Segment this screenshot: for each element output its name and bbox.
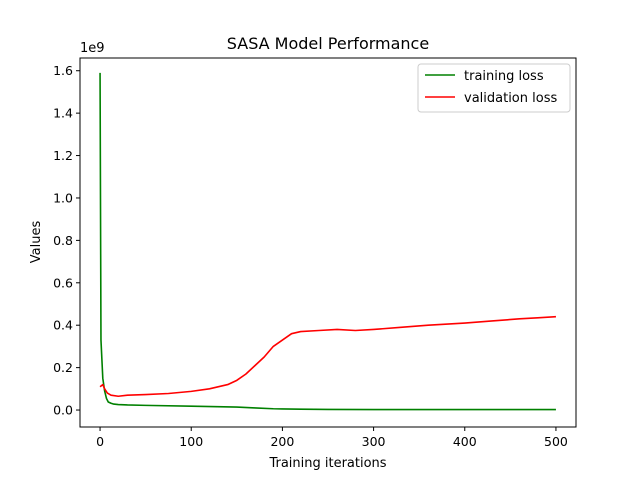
- y-tick-label: 0.6: [53, 275, 73, 290]
- y-scale-label: 1e9: [80, 41, 105, 56]
- y-tick-label: 1.6: [53, 63, 73, 78]
- y-tick-label: 1.4: [53, 106, 73, 121]
- y-tick-label: 0.4: [53, 318, 73, 333]
- x-tick-label: 100: [179, 434, 203, 449]
- legend-box: [417, 63, 571, 113]
- legend-label-training: training loss: [464, 69, 544, 84]
- x-tick-label: 0: [96, 434, 104, 449]
- legend-label-validation: validation loss: [464, 91, 557, 106]
- x-tick-label: 500: [544, 434, 568, 449]
- axes-frame: [79, 57, 577, 428]
- x-axis-label: Training iterations: [268, 456, 386, 471]
- x-tick-label: 300: [362, 434, 386, 449]
- x-tick-label: 200: [270, 434, 294, 449]
- y-tick-label: 0.2: [53, 360, 73, 375]
- legend: training loss validation loss: [417, 63, 571, 113]
- y-axis-label: Values: [29, 221, 44, 264]
- ticks-layer: 0 100 200 300 400 500 0.0 0.2 0.4 0.6 0.8 1.0 1.2 1.4…: [53, 63, 568, 449]
- x-tick-label: 400: [453, 434, 477, 449]
- y-tick-label: 1.2: [53, 148, 73, 163]
- y-tick-label: 1.0: [53, 190, 73, 205]
- series-line-training-loss: [99, 72, 556, 411]
- chart-title: SASA Model Performance: [227, 34, 429, 53]
- y-tick-label: 0.0: [53, 403, 73, 418]
- y-tick-label: 0.8: [53, 233, 73, 248]
- series-line-validation-loss: [99, 315, 556, 398]
- plot-area: 0 100 200 300 400 500 0.0 0.2 0.4 0.6 0.8 1.0 1.2 1.4…: [53, 57, 577, 449]
- series-layer: [99, 72, 556, 411]
